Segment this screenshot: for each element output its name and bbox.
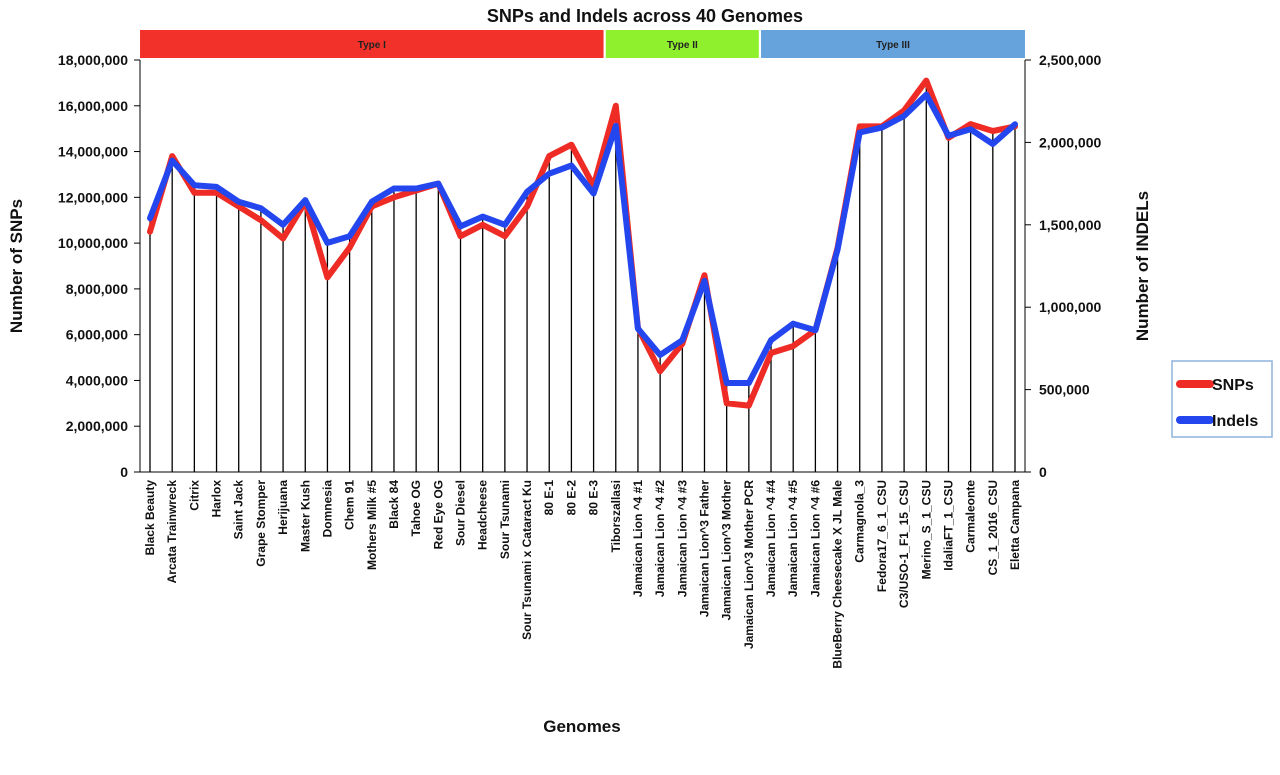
category-label: Grape Stomper <box>254 480 268 567</box>
category-label: Jamaican Lion^3 Father <box>697 480 711 617</box>
right-tick-labels: 0 500,000 1,000,000 1,500,000 2,000,000 2,500… <box>1025 52 1101 480</box>
group-band-label: Type III <box>876 40 910 51</box>
category-label: Tahoe OG <box>409 480 423 536</box>
category-label: Sour Tsunami <box>498 480 512 559</box>
category-labels: Black Beauty Arcata Trainwreck Citrix Harlo… <box>143 480 1022 669</box>
category-label: Black Beauty <box>143 480 157 556</box>
category-label: Domnesia <box>320 480 334 538</box>
category-label: Jamaican Lion ^4 #2 <box>653 480 667 597</box>
category-label: IdaliaFT_1_CSU <box>941 480 955 571</box>
series-lines <box>147 77 1018 409</box>
category-label: Jamaican Lion ^4 #5 <box>786 480 800 597</box>
category-label: CS_1_2016_CSU <box>986 480 1000 575</box>
right-tick-label: 0 <box>1039 464 1047 480</box>
category-label: Master Kush <box>298 480 312 552</box>
group-band-label: Type II <box>667 40 698 51</box>
axes <box>139 60 1026 473</box>
category-label: Chem 91 <box>343 480 357 530</box>
category-label: Red Eye OG <box>431 480 445 549</box>
legend-box <box>1171 360 1273 438</box>
category-label: Jamaican Lion ^4 #4 <box>764 480 778 597</box>
group-band <box>140 30 604 58</box>
left-tick-label: 14,000,000 <box>58 144 128 160</box>
right-tick-label: 2,000,000 <box>1039 134 1101 150</box>
category-label: Jamaican Lion ^4 #6 <box>808 480 822 597</box>
right-tick-label: 1,500,000 <box>1039 217 1101 233</box>
left-tick-label: 8,000,000 <box>66 281 128 297</box>
category-label: Carmaleonte <box>964 480 978 553</box>
category-label: Sour Tsunami x Cataract Ku <box>520 480 534 640</box>
drop-lines <box>149 80 1016 472</box>
category-label: 80 E-1 <box>542 480 556 516</box>
y-axis-title: Number of SNPs <box>7 199 26 333</box>
category-label: Jamaican Lion^3 Mother PCR <box>742 480 756 649</box>
chart-title: SNPs and Indels across 40 Genomes <box>487 6 803 26</box>
group-band <box>761 30 1025 58</box>
category-label: Saint Jack <box>232 480 246 540</box>
category-label: Arcata Trainwreck <box>165 480 179 584</box>
right-tick-label: 2,500,000 <box>1039 52 1101 68</box>
legend-label-indels: Indels <box>1212 413 1258 430</box>
left-tick-label: 10,000,000 <box>58 235 128 251</box>
category-label: Jamaican Lion^3 Mother <box>720 480 734 621</box>
category-label: Jamaican Lion ^4 #1 <box>631 480 645 597</box>
left-tick-label: 6,000,000 <box>66 327 128 343</box>
category-label: BlueBerry Cheesecake X JL Male <box>831 480 845 669</box>
category-label: Black 84 <box>387 480 401 529</box>
category-label: Herijuana <box>276 480 290 535</box>
category-label: Merino_S_1_CSU <box>919 480 933 579</box>
category-label: Carmagnola_3 <box>853 480 867 563</box>
group-band-label: Type I <box>358 40 386 51</box>
left-tick-label: 0 <box>120 464 128 480</box>
y2-axis-title: Number of INDELs <box>1133 191 1152 341</box>
legend-label-snps: SNPs <box>1212 377 1254 394</box>
left-tick-label: 12,000,000 <box>58 189 128 205</box>
category-label: Tiborszallasi <box>609 480 623 552</box>
category-label: 80 E-3 <box>587 480 601 516</box>
series-line-snps <box>147 77 1018 409</box>
series-line-indels <box>147 91 1018 386</box>
category-label: 80 E-2 <box>564 480 578 516</box>
x-axis-title: Genomes <box>543 717 620 736</box>
category-label: Sour Diesel <box>454 480 468 546</box>
category-label: Citrix <box>187 480 201 511</box>
category-label: Headcheese <box>476 480 490 550</box>
category-label: C3/USO-1_F1_15_CSU <box>897 480 911 608</box>
left-tick-label: 16,000,000 <box>58 98 128 114</box>
right-tick-label: 500,000 <box>1039 382 1090 398</box>
left-tick-labels: 0 2,000,000 4,000,000 6,000,000 8,000,000 10,… <box>58 52 140 480</box>
left-tick-label: 4,000,000 <box>66 372 128 388</box>
left-tick-label: 2,000,000 <box>66 418 128 434</box>
category-label: Harlox <box>210 480 224 518</box>
category-label: Fedora17_6_1_CSU <box>875 480 889 592</box>
group-band <box>605 30 759 58</box>
legend: SNPs Indels <box>1171 360 1273 438</box>
right-tick-label: 1,000,000 <box>1039 299 1101 315</box>
category-label: Eletta Campana <box>1008 480 1022 570</box>
group-bands: Type I Type II Type III <box>140 30 1025 58</box>
left-tick-label: 18,000,000 <box>58 52 128 68</box>
category-label: Mothers Milk #5 <box>365 480 379 570</box>
category-label: Jamaican Lion ^4 #3 <box>675 480 689 597</box>
